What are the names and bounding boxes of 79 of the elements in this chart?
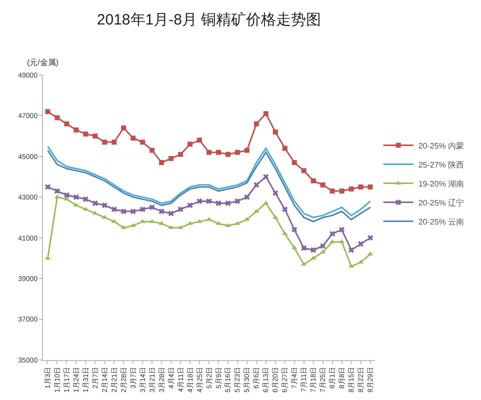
point: [310, 178, 316, 184]
point: [178, 206, 184, 212]
point: [120, 208, 126, 214]
point: [197, 138, 202, 143]
point: [82, 196, 89, 202]
point: [367, 235, 374, 241]
point: [282, 206, 288, 212]
point: [168, 156, 174, 161]
point: [282, 146, 288, 151]
point: [111, 206, 117, 212]
point: [330, 188, 335, 194]
point: [272, 190, 278, 196]
point: [216, 200, 222, 206]
point: [320, 182, 326, 188]
point: [310, 247, 316, 253]
point: [329, 230, 336, 237]
point: [216, 150, 221, 155]
legend-label: 20-25% 辽宁: [418, 198, 464, 208]
point: [74, 127, 79, 132]
point: [254, 182, 260, 188]
point: [234, 150, 240, 155]
point: [206, 198, 212, 204]
point: [348, 186, 354, 192]
point: [301, 168, 306, 174]
point: [54, 115, 60, 120]
point: [187, 202, 193, 208]
legend-label: 20-25% 云南: [418, 217, 464, 226]
point: [339, 188, 344, 194]
point: [121, 125, 126, 130]
legend-label: 19-20% 湖南: [418, 179, 464, 188]
point: [358, 241, 364, 247]
point: [102, 202, 108, 208]
point: [292, 226, 298, 233]
point: [73, 194, 80, 200]
point: [225, 200, 231, 206]
point: [45, 109, 50, 114]
point: [244, 148, 250, 153]
point: [338, 226, 345, 233]
point: [140, 206, 146, 212]
point: [92, 134, 98, 139]
point: [92, 200, 98, 206]
point: [112, 140, 117, 145]
point: [254, 121, 259, 126]
point: [64, 121, 70, 126]
point: [54, 188, 60, 194]
point: [244, 194, 250, 200]
point: [159, 160, 164, 166]
chart-title: 2018年1月-8月 铜精矿价格走势图: [96, 12, 322, 28]
point: [130, 136, 136, 141]
point: [292, 160, 297, 166]
point: [358, 184, 364, 190]
point: [282, 231, 288, 236]
point: [130, 208, 136, 214]
point: [64, 192, 70, 198]
point: [44, 184, 51, 190]
point: [158, 208, 164, 214]
legend-label: 20-25% 内蒙: [418, 141, 464, 150]
point: [206, 150, 212, 155]
point: [234, 198, 240, 204]
point: [225, 152, 230, 157]
point: [368, 184, 373, 190]
point: [263, 174, 269, 180]
point: [102, 140, 108, 145]
point: [83, 132, 88, 137]
point: [263, 111, 268, 116]
legend-label: 25-27% 陕西: [418, 160, 464, 170]
point: [188, 142, 193, 147]
point: [196, 198, 202, 204]
point: [348, 247, 354, 253]
y-axis-title: (元/金属): [27, 58, 59, 67]
point: [140, 140, 146, 145]
point: [168, 210, 174, 216]
point: [320, 243, 326, 249]
point: [149, 204, 155, 210]
point: [150, 148, 155, 153]
point: [254, 208, 260, 213]
point: [272, 130, 278, 134]
point: [301, 245, 307, 251]
point: [178, 152, 184, 157]
